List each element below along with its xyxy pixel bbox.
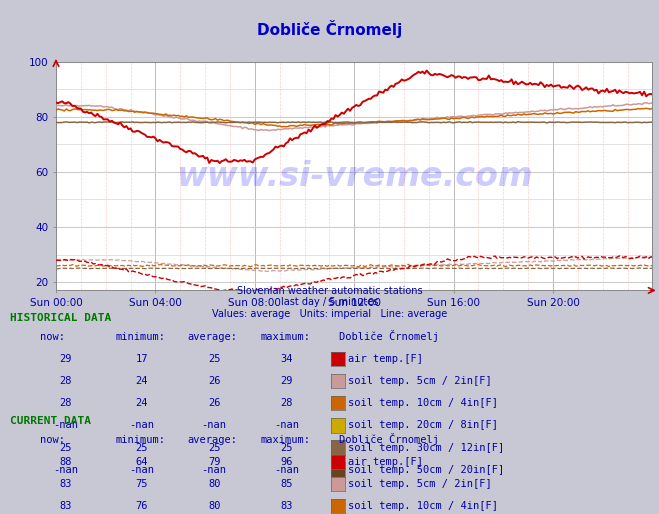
Text: -nan: -nan: [202, 465, 227, 474]
Text: 79: 79: [208, 457, 220, 467]
Text: 76: 76: [136, 501, 148, 511]
Text: now:: now:: [40, 332, 65, 342]
Text: 88: 88: [60, 457, 72, 467]
Text: Slovenian weather automatic stations: Slovenian weather automatic stations: [237, 286, 422, 296]
Text: now:: now:: [40, 435, 65, 445]
Text: soil temp. 5cm / 2in[F]: soil temp. 5cm / 2in[F]: [348, 479, 492, 489]
Text: -nan: -nan: [53, 465, 78, 474]
Text: 26: 26: [208, 398, 220, 408]
Text: Dobliče Črnomelj: Dobliče Črnomelj: [339, 330, 440, 342]
Text: 96: 96: [281, 457, 293, 467]
Text: last day / 5 minutes: last day / 5 minutes: [281, 297, 378, 307]
Text: 25: 25: [281, 443, 293, 452]
Text: 26: 26: [208, 376, 220, 386]
Text: maximum:: maximum:: [260, 332, 310, 342]
Text: 29: 29: [281, 376, 293, 386]
Text: Dobliče Črnomelj: Dobliče Črnomelj: [257, 20, 402, 38]
Text: 28: 28: [60, 376, 72, 386]
Text: 24: 24: [136, 376, 148, 386]
Text: soil temp. 30cm / 12in[F]: soil temp. 30cm / 12in[F]: [348, 443, 504, 452]
Text: CURRENT DATA: CURRENT DATA: [10, 416, 91, 426]
Text: soil temp. 50cm / 20in[F]: soil temp. 50cm / 20in[F]: [348, 465, 504, 474]
Text: 25: 25: [136, 443, 148, 452]
Text: 25: 25: [208, 354, 220, 364]
Text: -nan: -nan: [274, 420, 299, 430]
Text: soil temp. 10cm / 4in[F]: soil temp. 10cm / 4in[F]: [348, 501, 498, 511]
Text: 75: 75: [136, 479, 148, 489]
Text: www.si-vreme.com: www.si-vreme.com: [176, 159, 532, 193]
Text: minimum:: minimum:: [115, 332, 165, 342]
Text: Dobliče Črnomelj: Dobliče Črnomelj: [339, 433, 440, 445]
Text: air temp.[F]: air temp.[F]: [348, 354, 423, 364]
Text: 28: 28: [60, 398, 72, 408]
Text: air temp.[F]: air temp.[F]: [348, 457, 423, 467]
Text: -nan: -nan: [129, 465, 154, 474]
Text: 80: 80: [208, 501, 220, 511]
Text: -nan: -nan: [274, 465, 299, 474]
Text: soil temp. 5cm / 2in[F]: soil temp. 5cm / 2in[F]: [348, 376, 492, 386]
Text: soil temp. 20cm / 8in[F]: soil temp. 20cm / 8in[F]: [348, 420, 498, 430]
Text: 83: 83: [60, 479, 72, 489]
Text: 83: 83: [281, 501, 293, 511]
Text: 17: 17: [136, 354, 148, 364]
Text: average:: average:: [188, 435, 238, 445]
Text: soil temp. 10cm / 4in[F]: soil temp. 10cm / 4in[F]: [348, 398, 498, 408]
Text: average:: average:: [188, 332, 238, 342]
Text: 34: 34: [281, 354, 293, 364]
Text: 24: 24: [136, 398, 148, 408]
Text: maximum:: maximum:: [260, 435, 310, 445]
Text: -nan: -nan: [129, 420, 154, 430]
Text: -nan: -nan: [53, 420, 78, 430]
Text: 25: 25: [60, 443, 72, 452]
Text: minimum:: minimum:: [115, 435, 165, 445]
Text: -nan: -nan: [202, 420, 227, 430]
Text: 83: 83: [60, 501, 72, 511]
Text: 85: 85: [281, 479, 293, 489]
Text: 25: 25: [208, 443, 220, 452]
Text: Values: average   Units: imperial   Line: average: Values: average Units: imperial Line: av…: [212, 308, 447, 319]
Text: 80: 80: [208, 479, 220, 489]
Text: HISTORICAL DATA: HISTORICAL DATA: [10, 313, 111, 323]
Text: 29: 29: [60, 354, 72, 364]
Text: 64: 64: [136, 457, 148, 467]
Text: 28: 28: [281, 398, 293, 408]
